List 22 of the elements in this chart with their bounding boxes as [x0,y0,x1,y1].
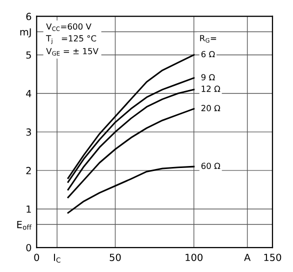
series-label: 60 Ω [201,162,220,170]
y-tick-label: 6 [26,12,32,20]
series-label: 20 Ω [201,104,220,112]
series-label: 6 Ω [201,50,215,58]
y-tick-label: 5 [26,51,31,59]
y-tick-label: 4 [26,90,32,98]
x-tick-label: 100 [186,254,202,262]
y-tick-label: mJ [20,28,31,38]
series-label: 9 Ω [201,74,215,80]
text: V$_{CC}$=600 V T$_{j}$ =125 °C V$_{GE}$ = ± 15V [46,23,98,56]
y-tick-label: 0 [26,244,32,252]
x-tick-label: 50 [110,254,121,262]
x-tick-label: I$_{C}$ [54,254,60,263]
series-label: 12 Ω [202,86,220,92]
x-tick-label: A [244,254,251,261]
x-tick-label: 0 [34,254,40,262]
annotation: R$_{G}$= [200,35,216,43]
y-tick-label: E$_{off}$ [17,220,32,230]
y-tick-label: 1 [26,206,31,213]
y-tick-label: 2 [26,166,31,174]
y-tick-label: 3 [26,128,31,136]
x-tick-label: 150 [264,254,282,262]
